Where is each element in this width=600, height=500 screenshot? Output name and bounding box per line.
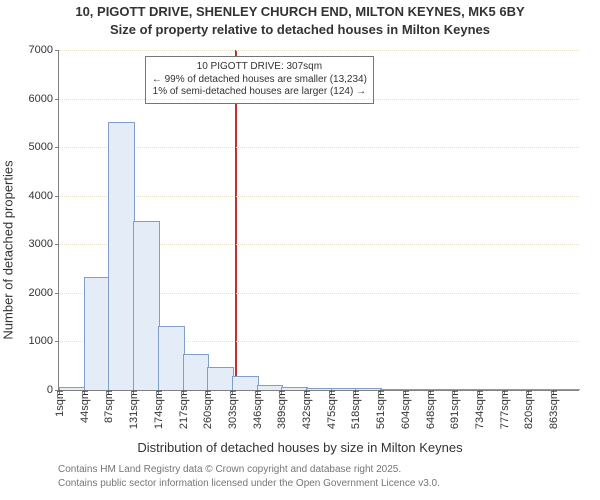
y-tick-label: 1000 <box>29 335 59 347</box>
x-tick-label: 87sqm <box>101 390 115 423</box>
x-axis-label: Distribution of detached houses by size … <box>0 440 600 455</box>
x-tick-label: 604sqm <box>398 390 412 429</box>
x-tick-label: 131sqm <box>126 390 140 429</box>
x-tick-label: 734sqm <box>472 390 486 429</box>
histogram-bar <box>158 326 185 390</box>
y-tick-label: 4000 <box>29 190 59 202</box>
annotation-line-2: ← 99% of detached houses are smaller (13… <box>152 74 367 87</box>
y-tick-label: 2000 <box>29 287 59 299</box>
gridline-h <box>59 196 579 197</box>
x-tick-label: 561sqm <box>373 390 387 429</box>
gridline-h <box>59 99 579 100</box>
x-tick-label: 432sqm <box>299 390 313 429</box>
gridline-h <box>59 147 579 148</box>
y-tick-label: 6000 <box>29 93 59 105</box>
x-tick-label: 44sqm <box>77 390 91 423</box>
x-tick-label: 691sqm <box>447 390 461 429</box>
x-tick-label: 217sqm <box>176 390 190 429</box>
histogram-bar <box>183 354 210 390</box>
x-tick-label: 389sqm <box>274 390 288 429</box>
gridline-h <box>59 50 579 51</box>
x-tick-label: 648sqm <box>423 390 437 429</box>
x-tick-label: 260sqm <box>200 390 214 429</box>
chart-container: { "chart": { "type": "histogram", "title… <box>0 0 600 500</box>
histogram-bar <box>108 122 135 390</box>
x-tick-label: 346sqm <box>250 390 264 429</box>
histogram-bar <box>133 221 160 390</box>
histogram-bar <box>84 277 111 390</box>
x-tick-label: 475sqm <box>324 390 338 429</box>
x-tick-label: 303sqm <box>225 390 239 429</box>
histogram-bar <box>232 376 259 390</box>
histogram-bar <box>207 367 234 390</box>
annotation-box: 10 PIGOTT DRIVE: 307sqm ← 99% of detache… <box>145 56 374 104</box>
x-tick-label: 820sqm <box>521 390 535 429</box>
chart-title-sub: Size of property relative to detached ho… <box>0 22 600 37</box>
y-tick-label: 5000 <box>29 141 59 153</box>
x-tick-label: 863sqm <box>546 390 560 429</box>
y-axis-label: Number of detached properties <box>1 160 16 339</box>
plot-area: 10 PIGOTT DRIVE: 307sqm ← 99% of detache… <box>58 50 579 391</box>
footer-line-2: Contains public sector information licen… <box>58 478 440 489</box>
footer-line-1: Contains HM Land Registry data © Crown c… <box>58 464 401 475</box>
x-tick-label: 777sqm <box>497 390 511 429</box>
x-tick-label: 1sqm <box>52 390 66 417</box>
chart-title-main: 10, PIGOTT DRIVE, SHENLEY CHURCH END, MI… <box>0 4 600 19</box>
y-tick-label: 7000 <box>29 44 59 56</box>
x-tick-label: 518sqm <box>348 390 362 429</box>
y-tick-label: 3000 <box>29 238 59 250</box>
x-tick-label: 174sqm <box>151 390 165 429</box>
annotation-line-3: 1% of semi-detached houses are larger (1… <box>152 86 367 99</box>
annotation-line-1: 10 PIGOTT DRIVE: 307sqm <box>152 61 367 74</box>
